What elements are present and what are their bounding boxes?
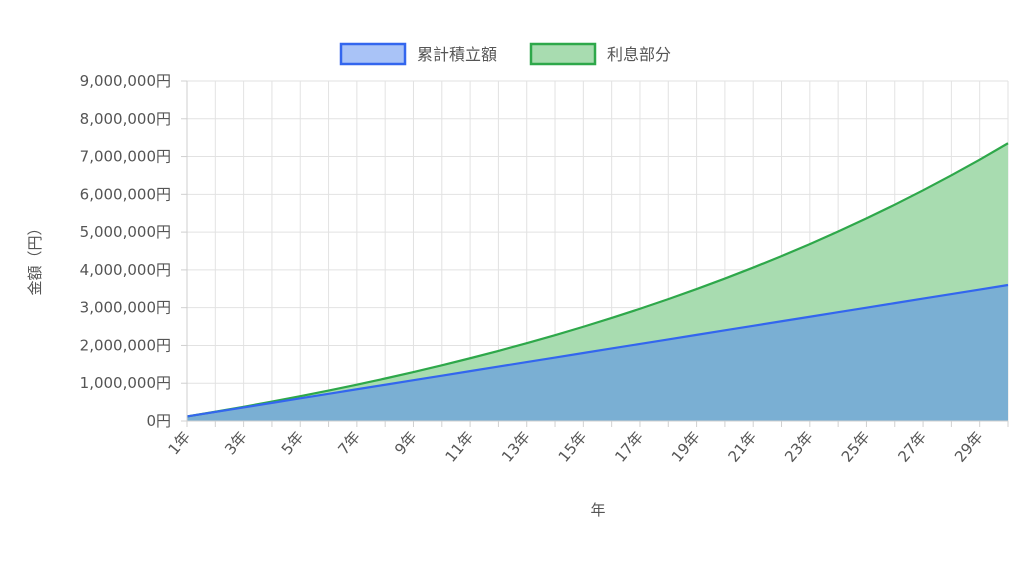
contribution-line [186, 283, 1009, 418]
legend-item-contribution[interactable]: 累計積立額 [339, 42, 497, 66]
x-axis-title: 年 [590, 501, 605, 519]
interest-line [186, 142, 1009, 418]
x-tick-label: 17年 [611, 428, 647, 466]
x-tick-label: 25年 [838, 428, 874, 466]
x-tick-label: 19年 [668, 428, 704, 466]
y-tick-label: 0円 [146, 412, 171, 430]
x-tick-label: 7年 [334, 428, 364, 458]
contribution-area [187, 285, 1008, 421]
x-tick-label: 11年 [441, 428, 477, 466]
x-tick-label: 29年 [951, 428, 987, 466]
y-tick-label: 4,000,000円 [80, 261, 171, 279]
legend-item-interest[interactable]: 利息部分 [529, 42, 671, 66]
lines [186, 142, 1009, 418]
x-tick-label: 23年 [781, 428, 817, 466]
legend[interactable]: 累計積立額 利息部分 [339, 42, 671, 66]
x-tick-label: 9年 [391, 428, 421, 458]
x-tick-label: 5年 [278, 428, 308, 458]
x-tick-label: 13年 [498, 428, 534, 466]
y-tick-label: 2,000,000円 [80, 336, 171, 354]
legend-label: 利息部分 [607, 45, 671, 64]
x-tick-label: 3年 [221, 428, 251, 458]
y-tick-label: 1,000,000円 [80, 374, 171, 392]
areas [187, 143, 1008, 421]
interest-area [187, 143, 1008, 417]
y-tick-label: 3,000,000円 [80, 299, 171, 317]
y-tick-label: 9,000,000円 [80, 72, 171, 90]
legend-label: 累計積立額 [417, 45, 497, 64]
y-tick-label: 6,000,000円 [80, 185, 171, 203]
x-tick-label: 1年 [164, 428, 194, 458]
x-tick-label: 21年 [725, 428, 761, 466]
y-tick-label: 5,000,000円 [80, 223, 171, 241]
x-tick-label: 15年 [555, 428, 591, 466]
legend-swatch [339, 42, 407, 66]
legend-swatch [529, 42, 597, 66]
y-tick-label: 7,000,000円 [80, 148, 171, 166]
x-tick-label: 27年 [894, 428, 930, 466]
y-axis-title: 金額（円） [26, 220, 44, 295]
y-tick-label: 8,000,000円 [80, 110, 171, 128]
